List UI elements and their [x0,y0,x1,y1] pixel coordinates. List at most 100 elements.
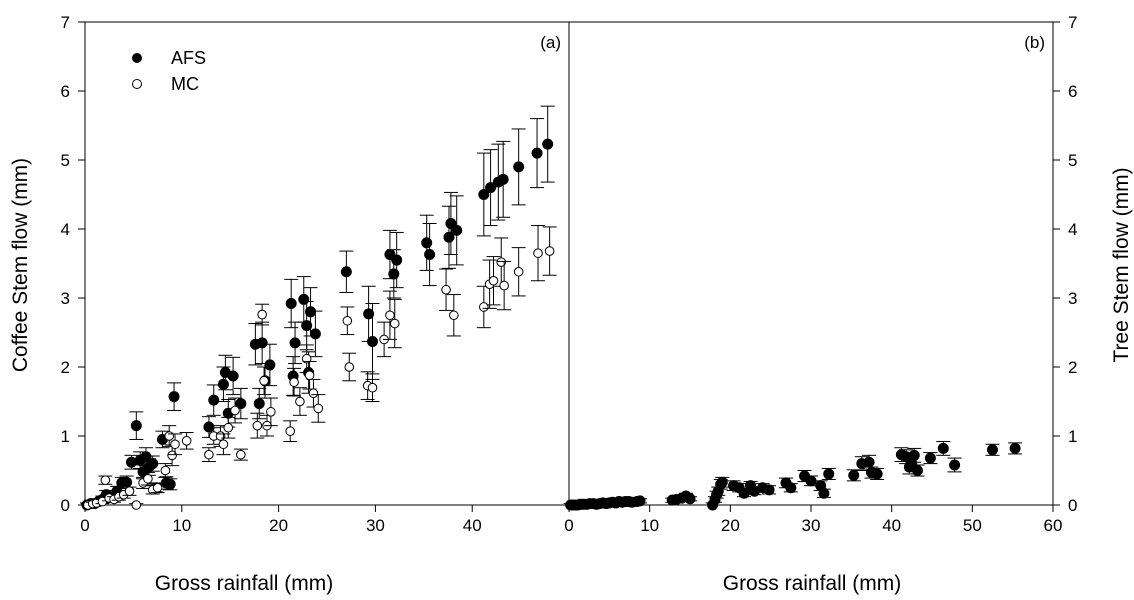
data-point [425,250,435,260]
y-tick-label: 0 [61,496,70,515]
data-point [764,485,774,495]
data-point [253,421,262,430]
data-point [219,440,228,449]
data-point [165,432,174,441]
legend-afs-label: AFS [171,48,206,68]
data-point [314,404,323,413]
x-tick-label: 0 [80,516,89,535]
data-point [386,311,395,320]
legend-mc-marker [133,80,142,89]
data-point [343,316,352,325]
data-point [169,392,179,402]
data-point [925,453,935,463]
y-tick-label: 3 [1068,289,1077,308]
data-point [341,267,351,277]
x-tick-label: 50 [963,516,982,535]
data-point [224,423,233,432]
y-tick-label: 5 [1068,151,1077,170]
data-point [500,281,509,290]
data-point [909,450,919,460]
data-point [265,360,275,370]
y-tick-label: 7 [61,13,70,32]
data-point [257,338,267,348]
y-tick-label: 7 [1068,13,1077,32]
y-tick-label: 1 [61,427,70,446]
data-point [864,457,874,467]
data-point [218,379,228,389]
x-tick-label: 10 [640,516,659,535]
y-tick-label: 0 [1068,496,1077,515]
data-point [390,319,399,328]
data-point [231,406,240,415]
data-point [514,267,523,276]
data-point [938,443,948,453]
data-point [824,469,834,479]
data-point [122,477,132,487]
x-tick-label: 20 [721,516,740,535]
series-panel-b [564,442,1022,510]
legend: AFS MC [133,48,207,94]
data-point [819,488,829,498]
data-point [480,303,489,312]
panel-a-label: (a) [540,33,561,52]
data-point [452,225,462,235]
data-point [161,466,170,475]
x-tick-label: 10 [172,516,191,535]
data-point [132,501,141,510]
data-point [345,363,354,372]
data-point [498,174,508,184]
data-point [125,487,134,496]
data-point [131,421,141,431]
data-point [988,445,998,455]
data-point [368,383,377,392]
x-tick-label: 40 [882,516,901,535]
data-point [545,247,554,256]
y-tick-label: 6 [61,82,70,101]
data-point [299,294,309,304]
x-tick-label: 0 [564,516,573,535]
legend-afs-marker [133,54,142,63]
data-point [635,496,645,506]
data-point [1010,443,1020,453]
legend-mc-label: MC [171,74,199,94]
x-axis-title-b: Gross rainfall (mm) [723,572,902,595]
data-point [543,139,553,149]
data-point [182,437,191,446]
x-tick-label: 60 [1044,516,1063,535]
data-point [305,371,314,380]
data-point [228,371,238,381]
data-point [872,469,882,479]
data-point [290,378,299,387]
data-point [258,310,267,319]
data-point [286,427,295,436]
y-tick-label: 5 [61,151,70,170]
data-point [204,422,214,432]
y-axis-title-right: Tree Stem flow (mm) [1110,167,1133,362]
data-point [309,389,318,398]
data-point [367,336,377,346]
x-tick-label: 20 [269,516,288,535]
x-tick-label: 40 [463,516,482,535]
y-tick-label: 4 [1068,220,1077,239]
data-point [209,395,219,405]
data-point [422,238,432,248]
data-point [306,307,316,317]
data-point [849,470,859,480]
x-tick-label: 30 [366,516,385,535]
data-point [786,483,796,493]
data-point [296,397,305,406]
data-point [171,440,180,449]
data-point [260,377,269,386]
data-point [144,474,153,483]
y-tick-label: 2 [1068,358,1077,377]
data-point [205,450,214,459]
y-tick-label: 2 [61,358,70,377]
data-point [450,311,459,320]
x-tick-label: 30 [802,516,821,535]
data-point [514,162,524,172]
y-tick-label: 1 [1068,427,1077,446]
panel-b-label: (b) [1024,33,1045,52]
data-point [310,329,320,339]
data-point [153,483,162,492]
